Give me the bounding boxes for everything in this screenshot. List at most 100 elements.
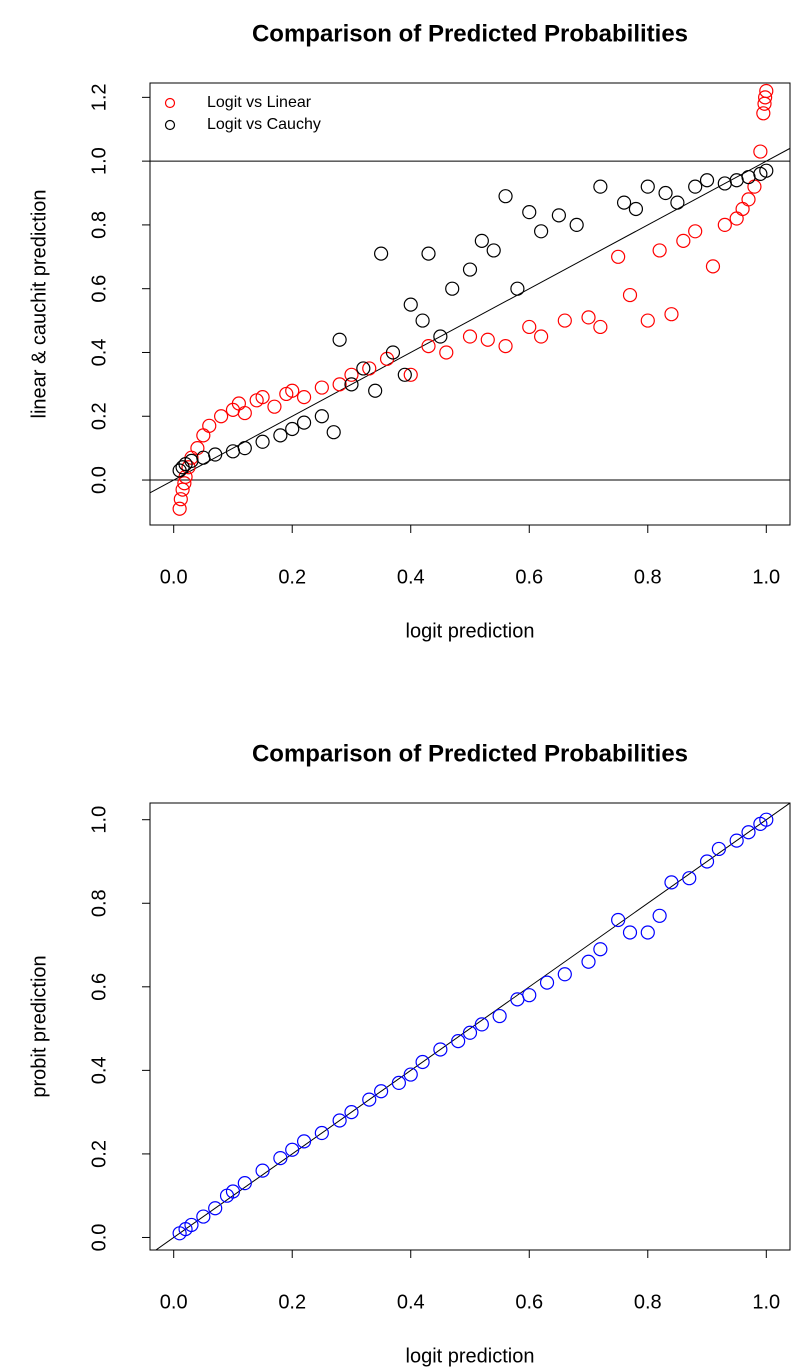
y-axis-label: probit prediction <box>28 955 50 1097</box>
point <box>462 1025 478 1040</box>
point <box>581 954 596 969</box>
point <box>622 287 638 303</box>
point <box>741 825 756 840</box>
point <box>237 441 252 456</box>
point <box>729 211 744 226</box>
point <box>593 179 608 194</box>
y-tick-label: 1.2 <box>88 83 110 111</box>
point <box>332 332 347 347</box>
point <box>658 185 673 201</box>
x-tick-label: 0.2 <box>278 566 306 588</box>
y-tick-label: 0.2 <box>88 1140 110 1168</box>
point <box>699 854 715 869</box>
plot-area <box>155 803 790 1250</box>
plot-area <box>150 83 790 516</box>
point <box>314 380 329 395</box>
point <box>593 942 608 957</box>
point <box>445 281 460 296</box>
point <box>557 967 572 982</box>
point <box>676 233 691 248</box>
point <box>391 1075 406 1090</box>
point <box>173 492 188 507</box>
point <box>332 377 347 392</box>
x-tick-label: 0.4 <box>397 1291 425 1313</box>
point <box>522 205 537 220</box>
point <box>225 444 241 459</box>
point <box>403 1067 418 1082</box>
y-tick-label: 0.0 <box>88 1224 110 1252</box>
point <box>688 179 703 194</box>
point <box>611 249 626 264</box>
point <box>403 367 418 382</box>
point <box>640 313 655 328</box>
point <box>344 377 359 392</box>
legend-label: Logit vs Cauchy <box>207 116 321 133</box>
point <box>285 1142 300 1157</box>
point <box>741 192 756 207</box>
point <box>237 1176 252 1191</box>
point <box>172 501 187 516</box>
y-tick-label: 1.0 <box>88 147 110 175</box>
point <box>581 310 596 325</box>
point <box>208 447 223 462</box>
point <box>729 173 744 188</box>
y-tick-label: 0.0 <box>88 466 110 494</box>
point <box>368 383 383 398</box>
point <box>415 1054 430 1070</box>
point <box>296 415 312 430</box>
point <box>225 1184 241 1199</box>
point <box>196 450 211 465</box>
point <box>753 144 768 159</box>
point <box>184 1217 199 1233</box>
point <box>421 338 436 354</box>
point <box>510 281 525 296</box>
point <box>202 418 217 433</box>
point <box>403 297 418 312</box>
point <box>670 195 685 210</box>
point <box>314 409 329 424</box>
point <box>421 246 436 261</box>
x-axis-label: logit prediction <box>406 1345 535 1367</box>
point <box>534 224 549 239</box>
point <box>462 329 478 344</box>
point <box>699 173 715 188</box>
point <box>208 1201 223 1216</box>
legend-marker <box>164 119 176 131</box>
point <box>214 409 229 424</box>
point <box>415 313 430 328</box>
point <box>177 476 192 491</box>
x-tick-label: 0.6 <box>515 1291 543 1313</box>
point <box>758 90 773 105</box>
point <box>267 399 282 414</box>
x-axis-label: logit prediction <box>406 620 535 642</box>
point <box>628 201 644 217</box>
point <box>741 169 756 185</box>
point <box>326 425 341 440</box>
legend-marker <box>164 97 176 109</box>
point <box>652 908 667 923</box>
point <box>522 319 537 335</box>
point <box>385 345 401 360</box>
y-tick-label: 0.4 <box>88 339 110 367</box>
point <box>759 812 774 827</box>
point <box>451 1034 466 1049</box>
point <box>480 332 495 347</box>
point <box>688 224 703 239</box>
point <box>196 428 211 443</box>
point <box>255 1163 270 1178</box>
point <box>462 262 478 277</box>
point <box>551 208 566 223</box>
point <box>374 1084 389 1099</box>
point <box>190 441 205 456</box>
point <box>622 925 638 940</box>
point <box>285 421 300 437</box>
point <box>332 1113 347 1128</box>
point <box>616 195 632 210</box>
x-tick-label: 1.0 <box>752 1291 780 1313</box>
point <box>439 345 454 360</box>
point <box>498 338 513 354</box>
point <box>492 1008 507 1024</box>
point <box>611 912 626 928</box>
point <box>557 313 572 328</box>
y-tick-label: 0.6 <box>88 973 110 1001</box>
